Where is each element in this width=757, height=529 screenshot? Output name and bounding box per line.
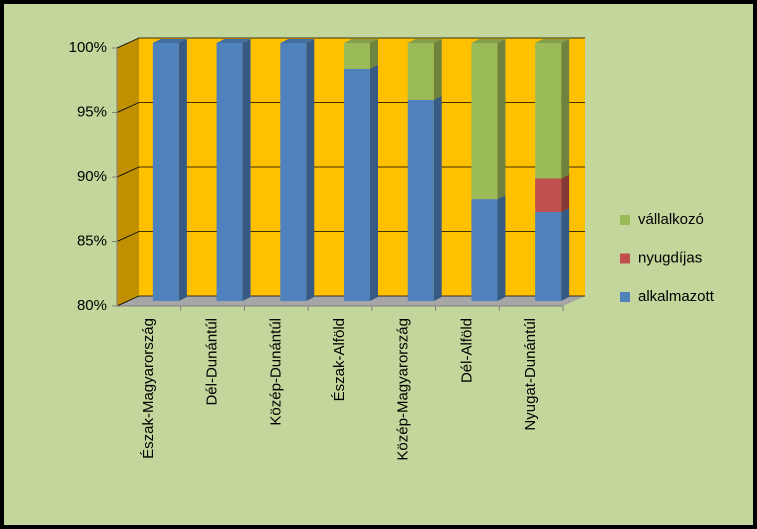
x-tick-label: Észak-Magyarország	[140, 318, 157, 459]
y-tick-label: 95%	[77, 103, 107, 120]
bar-side	[497, 39, 506, 200]
y-tick-label: 90%	[77, 168, 107, 185]
legend-swatch	[620, 292, 630, 302]
bar-top	[535, 39, 570, 43]
y-tick-label: 85%	[77, 232, 107, 249]
x-tick-label: Közép-Dunántúl	[267, 318, 284, 426]
bar-top	[152, 39, 187, 43]
bar-side	[433, 39, 442, 100]
bar-top	[280, 39, 315, 43]
bar-side	[306, 39, 315, 301]
x-tick-label: Észak-Alföld	[331, 318, 348, 401]
legend-swatch	[620, 215, 630, 225]
y-tick-label: 80%	[77, 297, 107, 314]
bar	[152, 43, 179, 301]
bar-side	[497, 195, 506, 301]
bar	[535, 43, 562, 179]
bar	[344, 43, 370, 69]
x-tick-label: Dél-Alföld	[458, 318, 475, 383]
bar-side	[433, 95, 442, 301]
bar	[280, 43, 307, 301]
legend-label: vállalkozó	[638, 211, 704, 228]
bar-side	[242, 39, 251, 301]
bar-top	[216, 39, 251, 43]
x-tick-label: Nyugat-Dunántúl	[522, 318, 539, 431]
legend-label: alkalmazott	[638, 288, 715, 305]
bar-side	[561, 39, 570, 179]
x-tick-label: Dél-Dunántúl	[204, 318, 221, 406]
bar	[344, 68, 370, 301]
bar-top	[407, 39, 442, 43]
bar-side	[561, 207, 570, 301]
bar-side	[370, 64, 378, 301]
x-tick-label: Közép-Magyarország	[395, 318, 412, 461]
bar-side	[370, 39, 378, 69]
grid-line	[116, 37, 585, 49]
bar-side	[561, 174, 570, 212]
bar	[535, 178, 562, 212]
bar	[407, 99, 434, 301]
legend-label: nyugdíjas	[638, 249, 702, 266]
bar	[471, 43, 498, 200]
bar	[407, 43, 434, 100]
bar	[471, 199, 498, 301]
bar	[535, 211, 562, 301]
bar-top	[471, 39, 506, 43]
bar	[216, 43, 243, 301]
bar-side	[178, 39, 187, 301]
bar-top	[344, 39, 378, 43]
y-tick-label: 100%	[69, 39, 107, 56]
legend-swatch	[620, 253, 630, 264]
